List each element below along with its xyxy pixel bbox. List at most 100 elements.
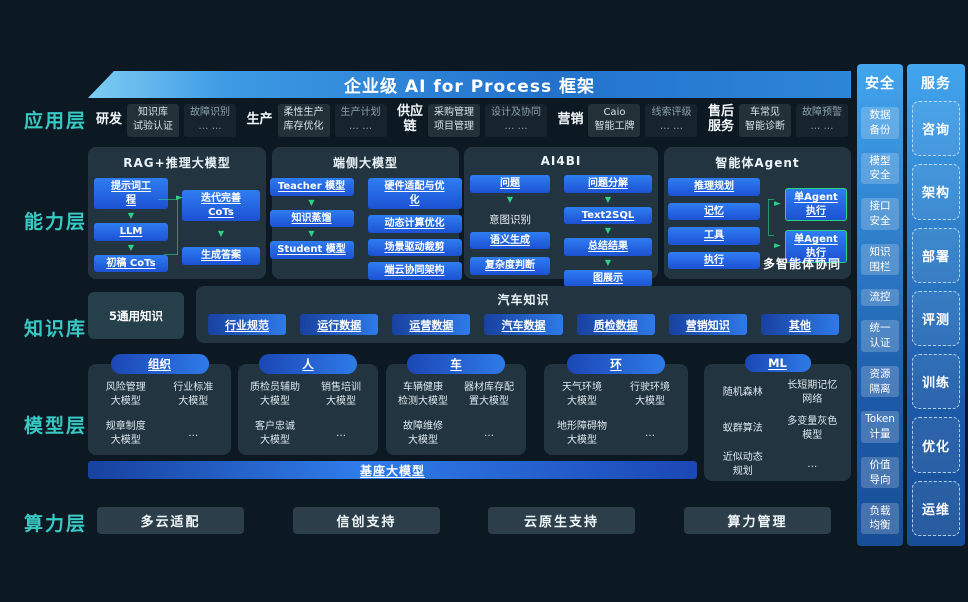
node-dynamic-compute-optimization: 动态计算优化 xyxy=(367,215,462,233)
node-tools: 工具 xyxy=(668,227,761,245)
banner: 企业级 AI for Process 框架 xyxy=(88,71,851,98)
knowledge-pill-operations-data: 运营数据 xyxy=(392,314,471,335)
panel-title: 端侧大模型 xyxy=(332,156,398,170)
panel-body: 推理规划 记忆 工具 执行 ► 单Agent 执行 ► 单Agent 执行 xyxy=(664,171,851,269)
service-box-operations: 运维 xyxy=(912,480,960,536)
agent-exec-row: ► 单Agent 执行 xyxy=(774,230,847,263)
connector-line xyxy=(768,199,774,200)
model-item: 行业标准 大模型 xyxy=(173,382,214,407)
arrow-down-icon: ▼ xyxy=(604,257,612,267)
app-box: 知识库 试验认证 xyxy=(127,103,180,137)
layer-label-compute: 算力层 xyxy=(24,513,88,535)
node-edge-cloud-architecture: 端云协同架构 xyxy=(367,262,462,280)
knowledge-pills-row: 行业规范 运行数据 运营数据 汽车数据 质检数据 营销知识 其他 xyxy=(196,308,851,335)
knowledge-pill-quality-data: 质检数据 xyxy=(576,314,655,335)
agent-right-column: ► 单Agent 执行 ► 单Agent 执行 xyxy=(774,188,847,269)
service-column: 服务 咨询 架构 部署 评测 训练 优化 运维 xyxy=(907,64,965,546)
node-text2sql: Text2SQL xyxy=(564,206,652,224)
connector-line xyxy=(164,254,178,255)
connector-line xyxy=(768,199,769,235)
app-box: 线索评级 … … xyxy=(645,103,698,137)
model-group-items: 天气环境 大模型 行驶环境 大模型 地形障碍物 大模型 … xyxy=(544,364,688,453)
model-item: 车辆健康 检测大模型 xyxy=(398,382,448,407)
app-box: 故障识别 … … xyxy=(184,103,237,137)
arrow-down-icon: ▼ xyxy=(604,226,612,235)
ai4bi-right-column: 问题分解 ▼ Text2SQL ▼ 总结结果 ▼ 图展示 xyxy=(564,175,652,287)
app-box: Caio 智能工牌 xyxy=(588,103,641,137)
arrow-right-icon: ► xyxy=(774,199,781,209)
service-box-optimization: 优化 xyxy=(912,417,960,473)
arrow-down-icon: ▼ xyxy=(308,229,315,238)
agent-exec-row: ► 单Agent 执行 xyxy=(774,188,847,221)
knowledge-pill-industry-standards: 行业规范 xyxy=(208,314,287,335)
app-group-supply-chain: 供应 链 采购管理 项目管理 设计及协同 … … xyxy=(396,103,547,137)
node-single-agent-exec: 单Agent 执行 xyxy=(784,230,847,263)
application-layer-row: 研发 知识库 试验认证 故障识别 … … 生产 柔性生产 库存优化 生产计划 …… xyxy=(96,99,848,141)
node-iterate-cots: 迭代完善 CoTs xyxy=(182,190,260,221)
model-group-items: 随机森林 长短期记忆 网络 蚁群算法 多变量灰色 模型 近似动态 规划 … xyxy=(704,364,851,484)
model-group-ml: ML 随机森林 长短期记忆 网络 蚁群算法 多变量灰色 模型 近似动态 规划 … xyxy=(704,354,851,484)
model-group-header: 环 xyxy=(567,354,665,374)
security-item-flow-control: 流控 xyxy=(861,289,899,307)
service-box-consulting: 咨询 xyxy=(912,101,960,157)
app-box: 设计及协同 … … xyxy=(484,103,547,137)
security-item-data-backup: 数据 备份 xyxy=(861,107,899,139)
security-item-token-metering: Token 计量 xyxy=(861,411,899,443)
node-reasoning-planning: 推理规划 xyxy=(668,178,761,196)
app-group-label: 生产 xyxy=(246,111,273,127)
panel-title: RAG+推理大模型 xyxy=(123,156,231,170)
knowledge-pill-operating-data: 运行数据 xyxy=(300,314,379,335)
app-group-label: 营销 xyxy=(557,111,584,127)
model-group-header: 车 xyxy=(407,354,505,374)
app-group-label: 供应 链 xyxy=(396,104,423,134)
security-item-value-orientation: 价值 导向 xyxy=(861,457,899,489)
model-group-environment: 环 天气环境 大模型 行驶环境 大模型 地形障碍物 大模型 … xyxy=(544,354,688,455)
model-group-items: 车辆健康 检测大模型 器材库存配 置大模型 故障维修 大模型 … xyxy=(386,364,526,453)
panel-body: 提示词工 程 ▼ LLM ▼ 初稿 CoTs 迭代完善 CoTs ▼ 生成答案 xyxy=(88,171,266,272)
model-item: 地形障碍物 大模型 xyxy=(557,421,607,446)
service-box-training: 训练 xyxy=(912,354,960,410)
ai4bi-left-column: 问题 ▼ 意图识别 语义生成 复杂度判断 xyxy=(470,175,550,287)
knowledge-pill-automotive-data: 汽车数据 xyxy=(484,314,563,335)
app-group-aftersales: 售后 服务 车常见 智能诊断 故障预警 … … xyxy=(707,103,848,137)
model-group-header: 人 xyxy=(259,354,357,374)
rag-left-column: 提示词工 程 ▼ LLM ▼ 初稿 CoTs xyxy=(94,178,168,272)
security-item-knowledge-guardrail: 知识 围栏 xyxy=(861,243,899,276)
model-item: … xyxy=(807,458,818,470)
panel-agent: 智能体Agent 推理规划 记忆 工具 执行 ► 单Agent 执行 ► 单Ag… xyxy=(664,147,851,279)
model-item: 行驶环境 大模型 xyxy=(630,382,670,407)
arrow-down-icon: ▼ xyxy=(127,211,135,220)
node-initial-cots: 初稿 CoTs xyxy=(94,254,168,272)
model-group-people: 人 质检员辅助 大模型 销售培训 大模型 客户忠诚 大模型 … xyxy=(238,354,378,455)
automotive-knowledge-panel: 汽车知识 行业规范 运行数据 运营数据 汽车数据 质检数据 营销知识 其他 xyxy=(196,286,851,343)
layer-label-knowledge: 知识库 xyxy=(24,318,88,340)
edge-right-column: 硬件适配与优 化 动态计算优化 场景驱动裁剪 端云协同架构 xyxy=(367,178,462,280)
app-group-production: 生产 柔性生产 库存优化 生产计划 … … xyxy=(246,103,387,137)
multi-agent-collaboration-label: 多智能体协同 xyxy=(762,257,841,271)
arrow-down-icon: ▼ xyxy=(506,194,514,204)
node-student-model: Student 模型 xyxy=(269,241,354,259)
node-scenario-pruning: 场景驱动裁剪 xyxy=(367,238,462,256)
node-hardware-optimization: 硬件适配与优 化 xyxy=(367,178,462,209)
model-item: 近似动态 规划 xyxy=(722,452,763,477)
model-group-header: 组织 xyxy=(110,354,209,374)
app-group-label: 研发 xyxy=(96,111,123,127)
service-box-evaluation: 评测 xyxy=(912,290,960,347)
panel-rag-reasoning-model: RAG+推理大模型 提示词工 程 ▼ LLM ▼ 初稿 CoTs 迭代完善 Co… xyxy=(88,147,266,279)
node-question-decomposition: 问题分解 xyxy=(564,175,652,193)
service-box-architecture: 架构 xyxy=(912,164,960,220)
compute-box-xinchuang: 信创支持 xyxy=(293,507,440,534)
node-execution: 执行 xyxy=(668,251,761,269)
layer-label-capability: 能力层 xyxy=(24,211,88,233)
app-group-label: 售后 服务 xyxy=(707,104,734,134)
model-item: 故障维修 大模型 xyxy=(403,421,443,446)
model-group-items: 风险管理 大模型 行业标准 大模型 规章制度 大模型 … xyxy=(88,364,231,453)
model-item: 器材库存配 置大模型 xyxy=(464,382,514,407)
model-item: … xyxy=(336,427,346,439)
model-item: … xyxy=(484,427,494,439)
compute-box-multicloud: 多云适配 xyxy=(97,507,244,534)
node-generate-answer: 生成答案 xyxy=(182,247,260,265)
layer-label-model: 模型层 xyxy=(24,415,88,437)
panel-title: AI4BI xyxy=(540,154,582,168)
